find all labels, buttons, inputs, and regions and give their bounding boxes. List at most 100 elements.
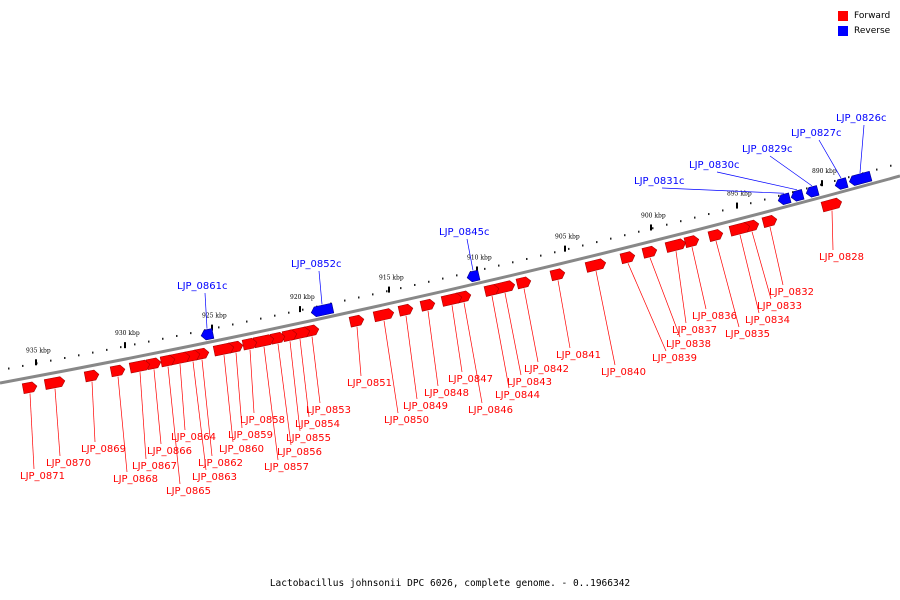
- gene-arrow-forward[interactable]: [664, 238, 687, 253]
- gene-arrow-forward[interactable]: [241, 337, 258, 351]
- minor-tick: [218, 326, 220, 329]
- gene-arrow-forward[interactable]: [483, 284, 500, 297]
- gene-arrow-reverse[interactable]: [834, 177, 849, 191]
- minor-tick: [848, 176, 850, 179]
- gene-label-reverse[interactable]: LJP_0830c: [689, 160, 740, 171]
- gene-label-reverse[interactable]: LJP_0827c: [791, 128, 842, 139]
- minor-tick: [64, 356, 66, 359]
- gene-label-forward[interactable]: LJP_0848: [424, 388, 469, 399]
- gene-arrow-forward[interactable]: [820, 197, 843, 213]
- tick-label: 930 kbp: [115, 330, 140, 337]
- gene-label-forward[interactable]: LJP_0870: [46, 458, 91, 469]
- gene-leader-line: [451, 305, 463, 373]
- gene-arrow-reverse[interactable]: [777, 192, 792, 206]
- gene-label-forward[interactable]: LJP_0854: [295, 419, 340, 430]
- gene-leader-line: [427, 310, 439, 387]
- gene-arrow-forward[interactable]: [83, 369, 100, 383]
- minor-tick: [22, 364, 24, 367]
- gene-leader-line: [356, 326, 362, 377]
- gene-label-forward[interactable]: LJP_0868: [113, 474, 158, 485]
- gene-label-forward[interactable]: LJP_0828: [819, 252, 864, 263]
- gene-label-reverse[interactable]: LJP_0852c: [291, 259, 342, 270]
- gene-label-forward[interactable]: LJP_0863: [192, 472, 237, 483]
- gene-arrow-forward[interactable]: [549, 268, 566, 282]
- minor-tick: [274, 314, 276, 317]
- gene-label-forward[interactable]: LJP_0847: [448, 374, 493, 385]
- gene-label-forward[interactable]: LJP_0865: [166, 486, 211, 497]
- gene-arrow-forward[interactable]: [159, 354, 176, 368]
- gene-label-forward[interactable]: LJP_0857: [264, 462, 309, 473]
- gene-label-forward[interactable]: LJP_0859: [228, 430, 273, 441]
- gene-arrow-forward[interactable]: [43, 376, 66, 390]
- gene-arrow-forward[interactable]: [641, 245, 658, 259]
- minor-tick: [302, 308, 304, 311]
- minor-tick: [764, 198, 766, 201]
- forward-swatch: [838, 10, 848, 21]
- gene-label-forward[interactable]: LJP_0835: [725, 329, 770, 340]
- minor-tick: [708, 213, 710, 216]
- tick-label: 890 kbp: [812, 168, 837, 175]
- gene-label-forward[interactable]: LJP_0849: [403, 401, 448, 412]
- gene-arrow-forward[interactable]: [515, 276, 532, 290]
- gene-label-forward[interactable]: LJP_0855: [286, 433, 331, 444]
- gene-arrow-forward[interactable]: [619, 251, 636, 265]
- gene-label-forward[interactable]: LJP_0866: [147, 446, 192, 457]
- tick-label: 910 kbp: [467, 255, 492, 262]
- gene-label-forward[interactable]: LJP_0858: [240, 415, 285, 426]
- gene-label-forward[interactable]: LJP_0841: [556, 350, 601, 361]
- gene-label-forward[interactable]: LJP_0838: [666, 339, 711, 350]
- gene-arrow-forward[interactable]: [348, 314, 365, 328]
- gene-arrow-forward[interactable]: [728, 221, 751, 237]
- gene-label-forward[interactable]: LJP_0871: [20, 471, 65, 482]
- gene-arrow-forward[interactable]: [212, 342, 235, 357]
- gene-label-forward[interactable]: LJP_0836: [692, 311, 737, 322]
- gene-arrow-reverse[interactable]: [805, 185, 820, 198]
- gene-label-forward[interactable]: LJP_0850: [384, 415, 429, 426]
- gene-label-forward[interactable]: LJP_0837: [672, 325, 717, 336]
- gene-label-forward[interactable]: LJP_0867: [132, 461, 177, 472]
- gene-label-forward[interactable]: LJP_0851: [347, 378, 392, 389]
- gene-arrow-reverse[interactable]: [466, 269, 481, 283]
- gene-label-forward[interactable]: LJP_0856: [277, 447, 322, 458]
- gene-arrow-reverse[interactable]: [790, 189, 805, 202]
- gene-label-reverse[interactable]: LJP_0861c: [177, 281, 228, 292]
- gene-arrow-forward[interactable]: [761, 214, 778, 228]
- gene-label-forward[interactable]: LJP_0860: [219, 444, 264, 455]
- gene-arrow-shape: [483, 284, 500, 297]
- gene-label-forward[interactable]: LJP_0843: [507, 377, 552, 388]
- minor-tick: [554, 251, 556, 254]
- gene-label-reverse[interactable]: LJP_0831c: [634, 176, 685, 187]
- gene-arrow-forward[interactable]: [397, 303, 414, 317]
- gene-arrow-reverse[interactable]: [200, 328, 215, 341]
- gene-label-reverse[interactable]: LJP_0845c: [439, 227, 490, 238]
- gene-label-forward[interactable]: LJP_0840: [601, 367, 646, 378]
- gene-arrow-reverse[interactable]: [310, 302, 335, 318]
- gene-arrow-reverse[interactable]: [848, 170, 873, 186]
- gene-arrow-forward[interactable]: [21, 381, 38, 394]
- gene-label-forward[interactable]: LJP_0844: [495, 390, 540, 401]
- gene-arrow-forward[interactable]: [707, 228, 724, 242]
- gene-arrow-forward[interactable]: [584, 258, 607, 273]
- gene-label-reverse[interactable]: LJP_0826c: [836, 113, 887, 124]
- gene-label-forward[interactable]: LJP_0839: [652, 353, 697, 364]
- gene-arrow-forward[interactable]: [440, 292, 463, 307]
- gene-arrow-forward[interactable]: [419, 298, 436, 312]
- gene-arrow-forward[interactable]: [372, 308, 395, 323]
- gene-arrow-forward[interactable]: [683, 235, 700, 249]
- gene-label-forward[interactable]: LJP_0864: [171, 432, 216, 443]
- gene-leader-line: [405, 315, 418, 400]
- gene-label-forward[interactable]: LJP_0846: [468, 405, 513, 416]
- gene-label-forward[interactable]: LJP_0869: [81, 444, 126, 455]
- gene-label-forward[interactable]: LJP_0834: [745, 315, 790, 326]
- gene-label-reverse[interactable]: LJP_0829c: [742, 144, 793, 155]
- gene-label-forward[interactable]: LJP_0832: [769, 287, 814, 298]
- gene-label-forward[interactable]: LJP_0853: [306, 405, 351, 416]
- gene-arrow-forward[interactable]: [109, 364, 126, 378]
- minor-tick: [428, 280, 430, 283]
- gene-label-forward[interactable]: LJP_0842: [524, 364, 569, 375]
- gene-arrow-forward[interactable]: [281, 329, 298, 342]
- gene-arrow-forward[interactable]: [128, 359, 151, 374]
- gene-arrow-shape: [664, 238, 687, 253]
- gene-label-forward[interactable]: LJP_0862: [198, 458, 243, 469]
- gene-label-forward[interactable]: LJP_0833: [757, 301, 802, 312]
